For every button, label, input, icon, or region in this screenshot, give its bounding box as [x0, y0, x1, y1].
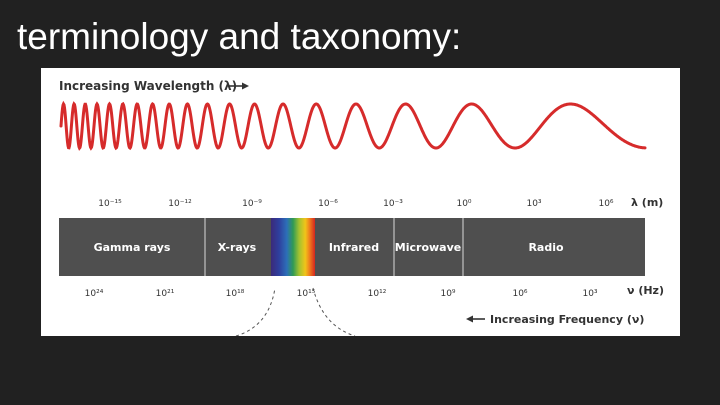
spectrum-band-bar: Gamma rays X-rays Infrared Microwave Rad…: [59, 218, 645, 276]
wavelength-header: Increasing Wavelength (λ): [59, 79, 237, 93]
em-spectrum-diagram: Increasing Wavelength (λ) 10⁻¹⁵ 10⁻¹² 10⁻⁹…: [41, 68, 680, 336]
wave-curve: [59, 100, 647, 151]
wavelength-tick-label: 10³: [526, 199, 541, 209]
em-spectrum-svg: Increasing Wavelength (λ) 10⁻¹⁵ 10⁻¹² 10⁻⁹…: [59, 79, 664, 336]
frequency-tick-label: 10⁶: [512, 289, 527, 299]
frequency-tick-label: 10³: [582, 289, 597, 299]
wavelength-arrow-icon: [228, 82, 249, 90]
frequency-tick-label: 10²¹: [156, 289, 175, 299]
frequency-tick-label: 10²⁴: [85, 289, 104, 299]
visible-spectrum: [271, 218, 315, 276]
zoom-line-right: [312, 287, 356, 336]
band-bar-background: [59, 218, 645, 276]
wavelength-tick-label: 10⁻⁹: [242, 199, 262, 209]
band-label-gamma-rays: Gamma rays: [94, 241, 171, 254]
wavelength-tick-label: 10⁶: [598, 199, 613, 209]
band-label-radio: Radio: [528, 241, 564, 254]
frequency-tick-labels: 10²⁴ 10²¹ 10¹⁸ 10¹⁵ 10¹² 10⁹ 10⁶ 10³: [85, 289, 598, 299]
wavelength-tick-labels: 10⁻¹⁵ 10⁻¹² 10⁻⁹ 10⁻⁶ 10⁻³ 10⁰ 10³ 10⁶: [98, 199, 614, 209]
wavelength-tick-label: 10⁰: [456, 199, 471, 209]
wavelength-tick-label: 10⁻¹⁵: [98, 199, 122, 209]
frequency-tick-label: 10⁹: [440, 289, 455, 299]
frequency-tick-label: 10¹²: [368, 289, 387, 299]
frequency-unit: ν (Hz): [627, 284, 664, 297]
wavelength-tick-label: 10⁻⁶: [318, 199, 338, 209]
slide-title: terminology and taxonomy:: [17, 16, 462, 57]
frequency-arrow-icon: [466, 315, 485, 323]
wavelength-tick-label: 10⁻¹²: [168, 199, 192, 209]
band-label-infrared: Infrared: [329, 241, 379, 254]
band-label-x-rays: X-rays: [218, 241, 257, 254]
band-label-microwave: Microwave: [395, 241, 461, 254]
wavelength-unit: λ (m): [631, 196, 663, 209]
frequency-footer: Increasing Frequency (ν): [490, 313, 644, 326]
frequency-tick-label: 10¹⁵: [297, 289, 316, 299]
zoom-line-left: [235, 287, 276, 336]
wavelength-tick-label: 10⁻³: [383, 199, 403, 209]
frequency-tick-label: 10¹⁸: [226, 289, 245, 299]
